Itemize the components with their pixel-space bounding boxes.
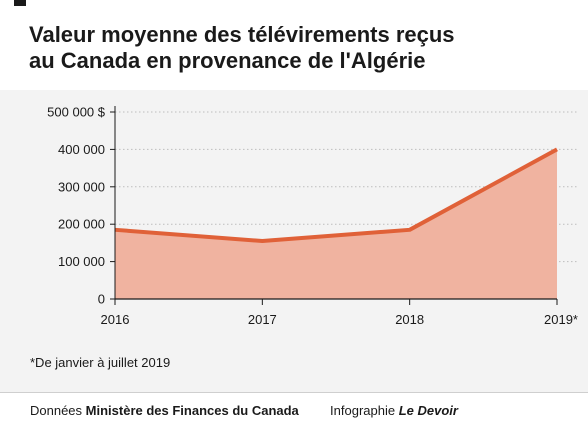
y-tick-label: 300 000 [58,179,105,194]
chart-title-line-1: Valeur moyenne des télévirements reçus [29,22,455,47]
source-prefix: Données [30,403,83,418]
y-tick-label: 0 [98,292,105,307]
source-name: Ministère des Finances du Canada [85,403,299,418]
credit-name: Le Devoir [398,403,458,418]
footer-divider [0,392,588,393]
y-tick-label: 500 000 $ [47,105,106,120]
x-tick-label: 2018 [395,312,424,327]
series-line [114,147,558,244]
area-chart: 0 100 000 200 000 300 000 400 000 500 000 $ 20… [47,105,578,328]
chart-title-line-2: au Canada en provenance de l'Algérie [29,48,426,73]
x-tick-label: 2019* [544,312,578,327]
top-accent-bar [14,0,26,6]
credit-prefix: Infographie [330,403,396,418]
footer: Données Ministère des Finances du Canada… [30,403,458,418]
y-tick-label: 400 000 [58,142,105,157]
y-tick-label: 200 000 [58,217,105,232]
tick-labels: 0 100 000 200 000 300 000 400 000 500 000 $ 20… [47,105,578,328]
axes [110,106,558,305]
area-fill [115,149,557,299]
x-tick-label: 2016 [101,312,130,327]
footnote: *De janvier à juillet 2019 [30,355,171,370]
x-tick-label: 2017 [248,312,277,327]
y-tick-label: 100 000 [58,254,105,269]
chart-title: Valeur moyenne des télévirements reçus a… [29,22,569,74]
